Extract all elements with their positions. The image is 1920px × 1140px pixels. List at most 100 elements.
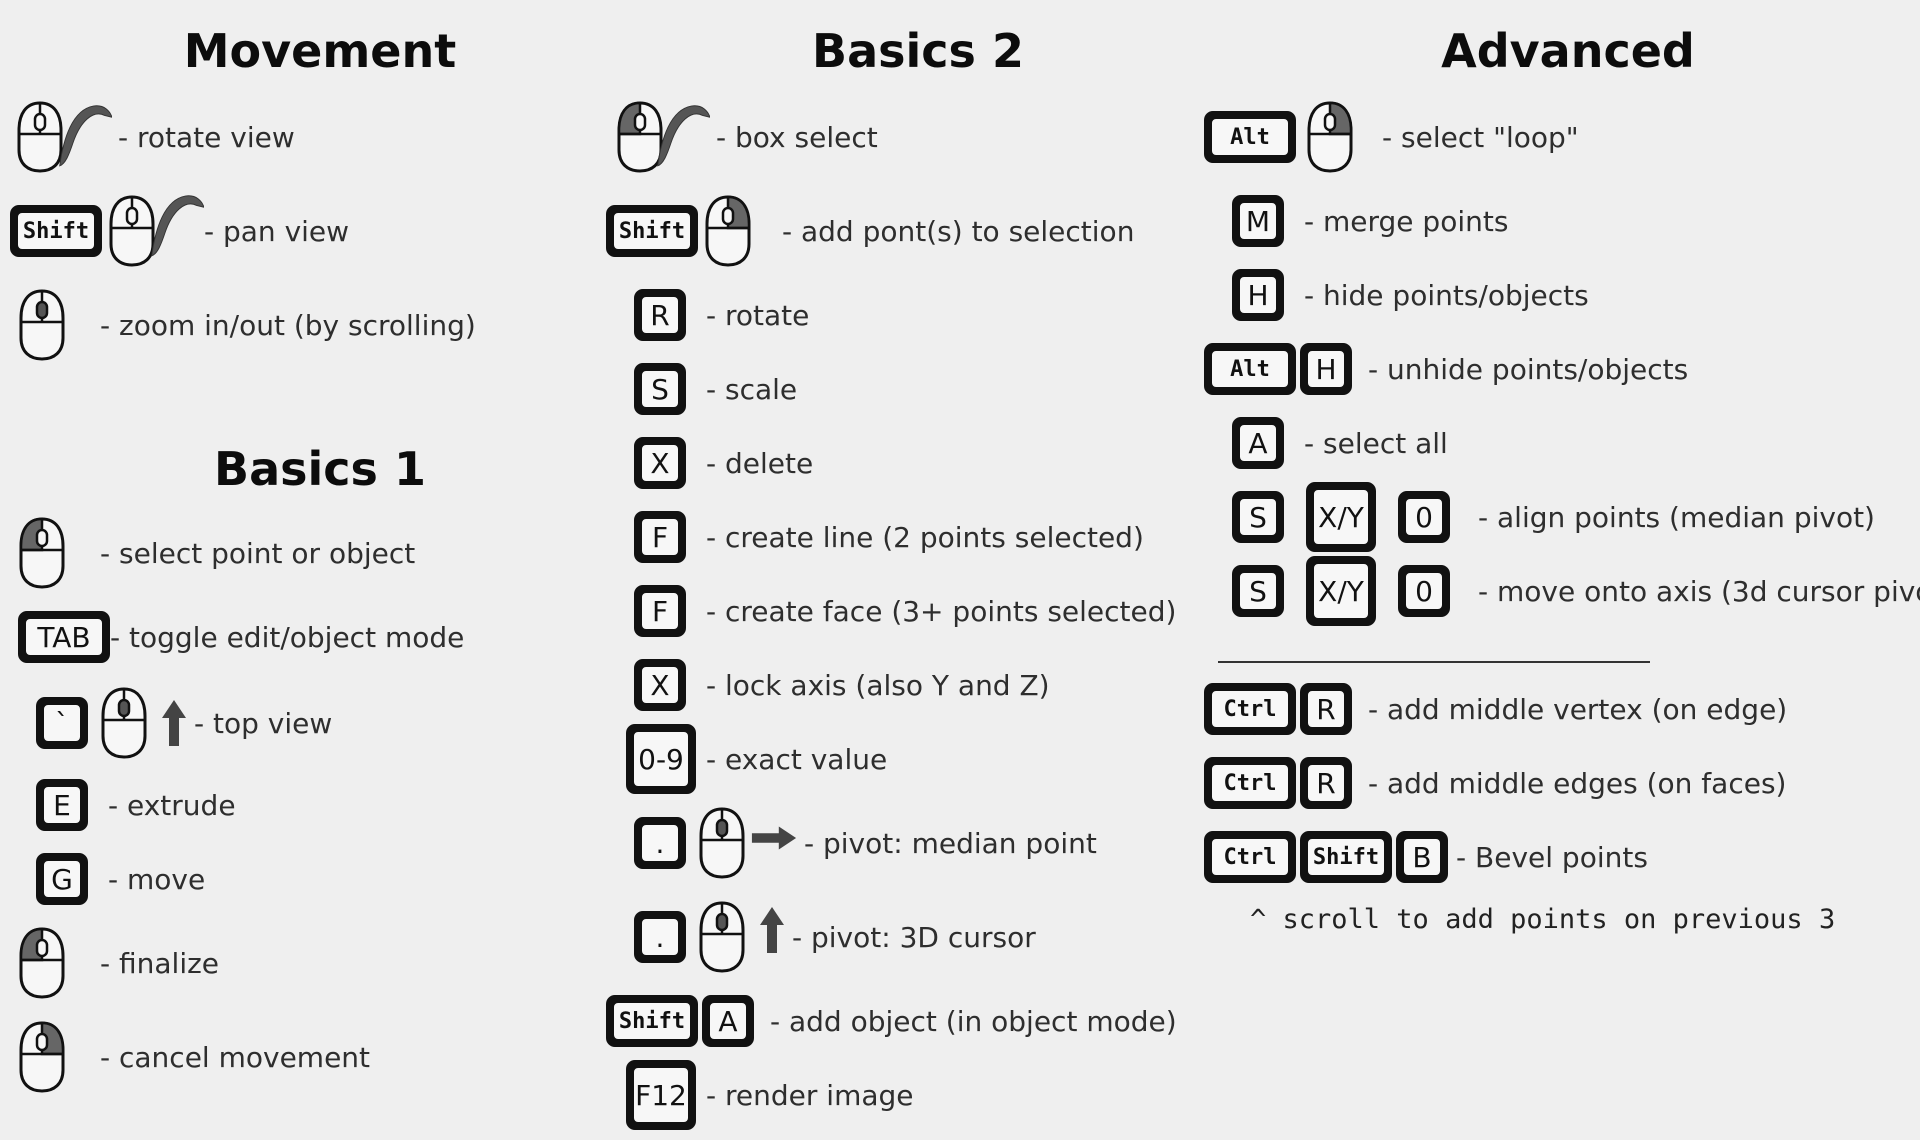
shortcut-label: - box select [716,120,878,154]
list-item: Ctrl Shift B - Bevel points [1204,820,1648,894]
period-key: . [634,911,686,963]
list-item: - finalize [18,926,219,1000]
axis-key: X/Y [1306,482,1376,552]
list-item: Shift A - add object (in object mode) [606,984,1177,1058]
list-item: X - lock axis (also Y and Z) [634,648,1050,722]
list-item: R - rotate [634,278,809,352]
list-item: H - hide points/objects [1232,258,1589,332]
drag-arc-icon [654,98,710,172]
shortcut-label: - scale [706,372,798,406]
mouse-icon [704,194,752,268]
shortcut-label: - add middle edges (on faces) [1368,766,1787,800]
mouse-icon [100,686,148,760]
mouse-icon [698,806,746,880]
zero-key: 0 [1398,491,1450,543]
shortcut-label: - exact value [706,742,888,776]
mouse-icon [18,516,66,590]
arrow-up-icon [160,698,188,748]
shortcut-label: - select "loop" [1382,120,1579,154]
s-key: S [1232,565,1284,617]
ctrl-key: Ctrl [1204,831,1296,883]
h-key: H [1300,343,1352,395]
list-item: F - create line (2 points selected) [634,500,1144,574]
list-item: . - pivot: median point [634,806,1097,880]
list-item: Alt H - unhide points/objects [1204,332,1688,406]
mouse-icon [18,1020,66,1094]
shift-key: Shift [606,995,698,1047]
list-item: F12 - render image [626,1058,914,1132]
x-key: X [634,437,686,489]
list-item: - box select [616,100,878,174]
list-item: S - scale [634,352,797,426]
shortcut-label: - select point or object [100,536,416,570]
list-item: 0-9 - exact value [626,722,887,796]
mouse-icon [18,926,66,1000]
shortcut-label: - merge points [1304,204,1509,238]
r-key: R [1300,683,1352,735]
shortcut-label: - align points (median pivot) [1478,500,1875,534]
list-item: TAB - toggle edit/object mode [18,600,464,674]
list-item: - select point or object [18,516,415,590]
shortcut-label: - create line (2 points selected) [706,520,1144,554]
list-item: . - pivot: 3D cursor [634,900,1036,974]
shortcut-label: - add object (in object mode) [770,1004,1177,1038]
shortcut-label: - add pont(s) to selection [782,214,1135,248]
list-item: Alt - select "loop" [1204,100,1579,174]
list-item: S X/Y 0 - align points (median pivot) [1232,480,1875,554]
m-key: M [1232,195,1284,247]
shortcut-label: - toggle edit/object mode [110,620,465,654]
list-item: - rotate view [16,100,295,174]
shift-key: Shift [606,205,698,257]
zero-key: 0 [1398,565,1450,617]
ctrl-key: Ctrl [1204,757,1296,809]
arrow-right-icon [750,824,798,852]
shift-key: Shift [1300,831,1392,883]
mouse-icon [1306,100,1354,174]
a-key: A [1232,417,1284,469]
shortcut-label: - pivot: median point [804,826,1097,860]
backtick-key: ` [36,697,88,749]
r-key: R [634,289,686,341]
shift-key: Shift [10,205,102,257]
basics1-heading: Basics 1 [214,442,426,496]
shortcut-label: - cancel movement [100,1040,371,1074]
list-item: A - select all [1232,406,1448,480]
advanced-heading: Advanced [1441,24,1695,78]
list-item: Ctrl R - add middle edges (on faces) [1204,746,1786,820]
shortcut-label: - rotate [706,298,810,332]
f-key: F [634,585,686,637]
list-item: Shift - add pont(s) to selection [606,194,1134,268]
b-key: B [1396,831,1448,883]
shortcut-label: - zoom in/out (by scrolling) [100,308,476,342]
s-key: S [1232,491,1284,543]
list-item: - cancel movement [18,1020,370,1094]
s-key: S [634,363,686,415]
a-key: A [702,995,754,1047]
shortcut-label: - delete [706,446,814,480]
h-key: H [1232,269,1284,321]
list-item: S X/Y 0 - move onto axis (3d cursor pivo… [1232,554,1920,628]
shortcut-label: - extrude [108,788,236,822]
shortcut-label: - top view [194,706,333,740]
list-item: F - create face (3+ points selected) [634,574,1176,648]
shortcut-label: - create face (3+ points selected) [706,594,1177,628]
shortcut-label: - unhide points/objects [1368,352,1689,386]
alt-key: Alt [1204,343,1296,395]
list-item: X - delete [634,426,813,500]
x-key: X [634,659,686,711]
shortcut-label: - move onto axis (3d cursor pivot) [1478,574,1920,608]
list-item: Ctrl R - add middle vertex (on edge) [1204,672,1787,746]
basics2-heading: Basics 2 [812,24,1024,78]
list-item: Shift - pan view [10,194,349,268]
list-item: ` - top view [36,686,332,760]
shortcut-label: - pivot: 3D cursor [792,920,1036,954]
drag-arc-icon [148,188,204,262]
shortcut-label: - Bevel points [1456,840,1648,874]
shortcut-label: - add middle vertex (on edge) [1368,692,1788,726]
f-key: F [634,511,686,563]
list-item: E - extrude [36,768,236,842]
shortcut-label: - finalize [100,946,220,980]
arrow-up-icon [758,905,786,955]
shortcut-label: - hide points/objects [1304,278,1589,312]
f12-key: F12 [626,1060,696,1130]
